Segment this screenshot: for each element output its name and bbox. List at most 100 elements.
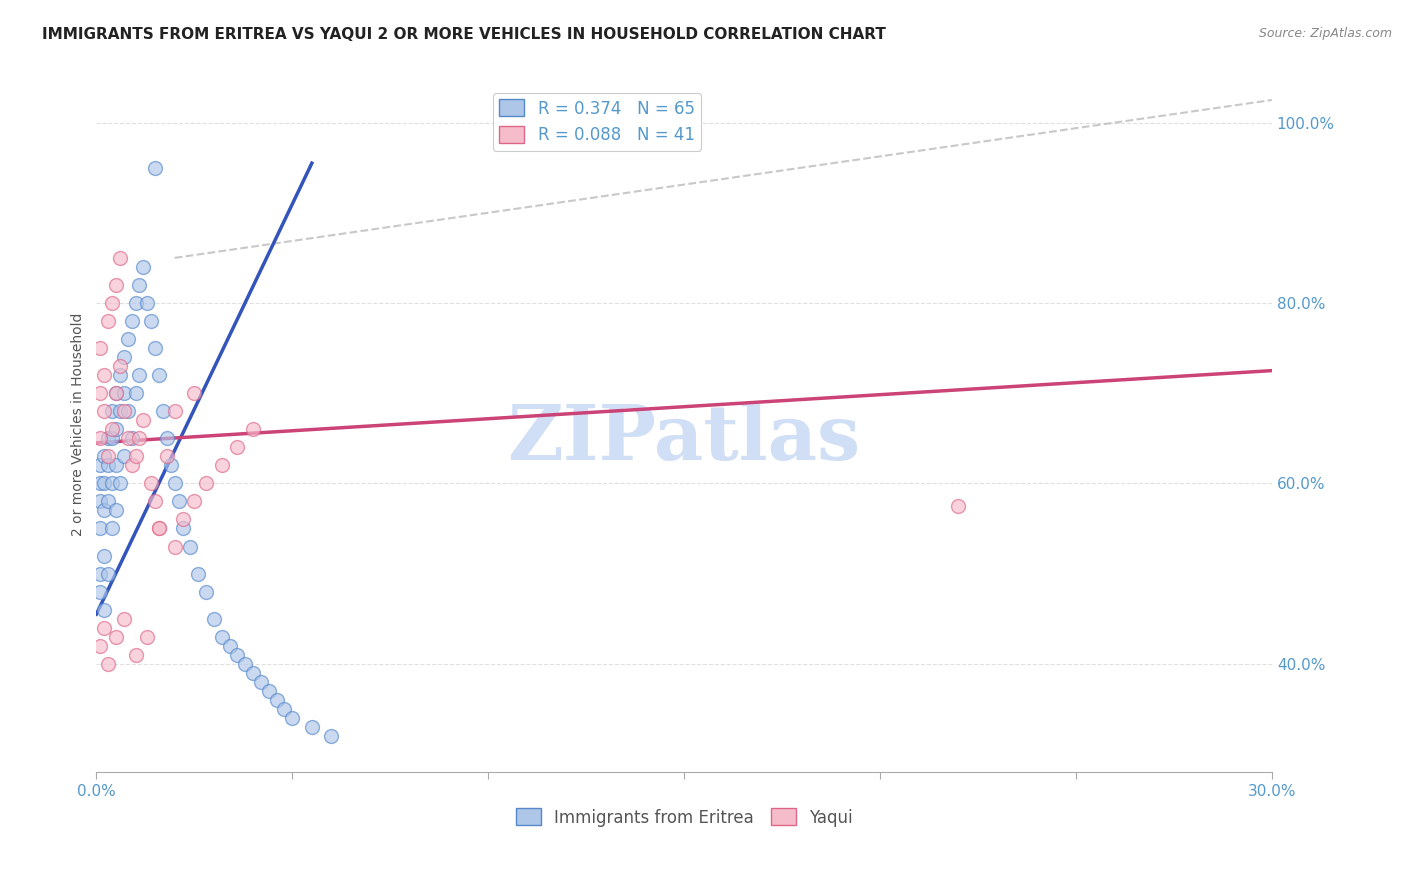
Point [112,350,135,364]
Point [121,314,143,328]
Point [97,458,120,473]
Point [242,422,264,436]
Point [101,476,124,491]
Point [101,521,124,535]
Text: ZIPatlas: ZIPatlas [508,401,860,475]
Point [301,720,323,734]
Point [89,584,111,599]
Point [89,476,111,491]
Point [124,450,146,464]
Point [124,386,146,401]
Point [104,422,127,436]
Point [124,648,146,662]
Point [226,648,249,662]
Point [156,431,179,445]
Point [89,341,111,355]
Point [97,494,120,508]
Point [101,431,124,445]
Point [321,729,343,743]
Point [89,494,111,508]
Point [104,386,127,401]
Point [117,431,139,445]
Point [128,431,150,445]
Point [143,161,166,175]
Point [183,494,205,508]
Point [187,566,209,581]
Point [108,251,131,265]
Point [172,521,194,535]
Point [97,657,120,671]
Point [159,458,181,473]
Point [948,499,970,513]
Point [179,540,201,554]
Point [195,584,218,599]
Point [93,476,115,491]
Point [89,458,111,473]
Point [124,296,146,310]
Point [117,404,139,418]
Point [163,540,186,554]
Point [242,665,264,680]
Point [93,549,115,563]
Text: IMMIGRANTS FROM ERITREA VS YAQUI 2 OR MORE VEHICLES IN HOUSEHOLD CORRELATION CHA: IMMIGRANTS FROM ERITREA VS YAQUI 2 OR MO… [42,27,886,42]
Text: Source: ZipAtlas.com: Source: ZipAtlas.com [1258,27,1392,40]
Point [183,386,205,401]
Point [112,404,135,418]
Point [143,341,166,355]
Point [97,450,120,464]
Point [141,314,163,328]
Point [128,368,150,383]
Point [163,476,186,491]
Point [148,368,170,383]
Legend: Immigrants from Eritrea, Yaqui: Immigrants from Eritrea, Yaqui [509,802,859,833]
Point [93,503,115,517]
Point [250,674,273,689]
Point [128,277,150,292]
Point [93,450,115,464]
Point [104,386,127,401]
Point [136,630,159,644]
Point [211,630,233,644]
Point [132,260,155,274]
Point [167,494,190,508]
Point [93,404,115,418]
Point [226,440,249,454]
Point [89,521,111,535]
Point [97,566,120,581]
Point [89,566,111,581]
Point [132,413,155,427]
Point [266,693,288,707]
Point [233,657,256,671]
Point [104,503,127,517]
Point [93,602,115,616]
Point [156,450,179,464]
Point [108,404,131,418]
Point [112,450,135,464]
Point [97,314,120,328]
Point [121,431,143,445]
Point [257,684,280,698]
Point [202,612,225,626]
Point [195,476,218,491]
Point [218,639,240,653]
Point [117,332,139,346]
Point [112,386,135,401]
Point [172,512,194,526]
Point [136,296,159,310]
Point [108,476,131,491]
Point [163,404,186,418]
Point [273,702,295,716]
Point [97,431,120,445]
Point [89,639,111,653]
Point [148,521,170,535]
Point [101,296,124,310]
Point [101,422,124,436]
Point [211,458,233,473]
Point [121,458,143,473]
Point [93,621,115,635]
Point [108,368,131,383]
Point [108,359,131,373]
Point [104,458,127,473]
Point [143,494,166,508]
Point [148,521,170,535]
